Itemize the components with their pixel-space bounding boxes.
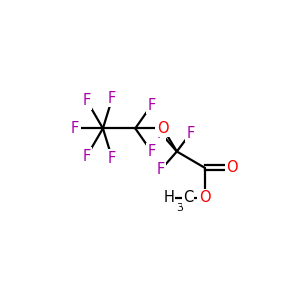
Text: C: C bbox=[183, 190, 193, 205]
Text: O: O bbox=[157, 121, 169, 136]
Text: 3: 3 bbox=[176, 203, 183, 214]
Text: F: F bbox=[82, 148, 91, 164]
Text: F: F bbox=[187, 125, 195, 140]
Text: F: F bbox=[157, 125, 165, 140]
Text: H: H bbox=[164, 190, 175, 205]
Text: O: O bbox=[199, 190, 210, 205]
Text: F: F bbox=[147, 144, 156, 159]
Text: O: O bbox=[226, 160, 238, 175]
Text: F: F bbox=[82, 93, 91, 108]
Text: F: F bbox=[108, 151, 116, 166]
Text: F: F bbox=[108, 91, 116, 106]
Text: F: F bbox=[157, 163, 165, 178]
Text: F: F bbox=[147, 98, 156, 113]
Text: F: F bbox=[71, 121, 79, 136]
